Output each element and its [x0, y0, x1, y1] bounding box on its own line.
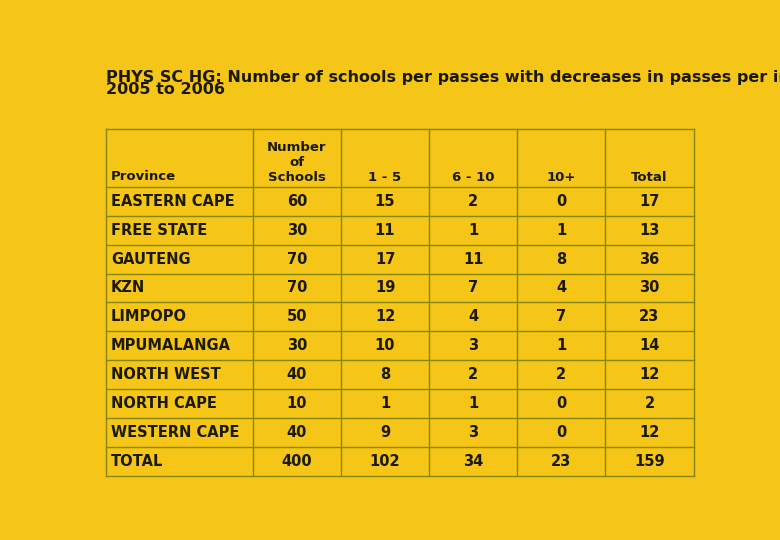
Text: 30: 30	[287, 223, 307, 238]
Text: NORTH CAPE: NORTH CAPE	[111, 396, 217, 411]
Text: 0: 0	[556, 194, 566, 209]
Text: GAUTENG: GAUTENG	[111, 252, 190, 267]
Text: 102: 102	[370, 454, 400, 469]
Text: 7: 7	[556, 309, 566, 325]
Text: 2: 2	[644, 396, 654, 411]
Text: EASTERN CAPE: EASTERN CAPE	[111, 194, 235, 209]
Text: 30: 30	[287, 338, 307, 353]
Text: 0: 0	[556, 425, 566, 440]
Text: MPUMALANGA: MPUMALANGA	[111, 338, 231, 353]
Text: Total: Total	[631, 171, 668, 184]
Text: 1: 1	[556, 223, 566, 238]
Text: 1 - 5: 1 - 5	[368, 171, 402, 184]
Text: 10+: 10+	[547, 171, 576, 184]
Text: 1: 1	[380, 396, 390, 411]
Text: NORTH WEST: NORTH WEST	[111, 367, 221, 382]
Text: 4: 4	[556, 280, 566, 295]
Text: 9: 9	[380, 425, 390, 440]
Text: 11: 11	[375, 223, 395, 238]
Text: 12: 12	[640, 425, 660, 440]
Text: 3: 3	[468, 338, 478, 353]
Text: 10: 10	[375, 338, 395, 353]
Text: 2: 2	[468, 194, 478, 209]
Text: FREE STATE: FREE STATE	[111, 223, 207, 238]
Text: 2005 to 2006: 2005 to 2006	[106, 82, 225, 97]
Text: WESTERN CAPE: WESTERN CAPE	[111, 425, 239, 440]
Text: 8: 8	[556, 252, 566, 267]
Text: Number
of
Schools: Number of Schools	[268, 140, 327, 184]
Text: 400: 400	[282, 454, 312, 469]
Text: 40: 40	[287, 425, 307, 440]
Text: 1: 1	[468, 396, 478, 411]
Text: 12: 12	[375, 309, 395, 325]
Text: 8: 8	[380, 367, 390, 382]
Text: 23: 23	[551, 454, 572, 469]
Text: 4: 4	[468, 309, 478, 325]
Text: 10: 10	[287, 396, 307, 411]
Text: 19: 19	[375, 280, 395, 295]
Text: PHYS SC HG: Number of schools per passes with decreases in passes per interval: PHYS SC HG: Number of schools per passes…	[106, 70, 780, 85]
Text: 2: 2	[468, 367, 478, 382]
Text: 2: 2	[556, 367, 566, 382]
Text: 30: 30	[640, 280, 660, 295]
Text: 1: 1	[556, 338, 566, 353]
Text: 12: 12	[640, 367, 660, 382]
Text: 17: 17	[640, 194, 660, 209]
Text: 70: 70	[287, 252, 307, 267]
Text: 23: 23	[640, 309, 660, 325]
Text: 6 - 10: 6 - 10	[452, 171, 495, 184]
Text: 36: 36	[640, 252, 660, 267]
Text: 40: 40	[287, 367, 307, 382]
Text: 17: 17	[375, 252, 395, 267]
Text: 70: 70	[287, 280, 307, 295]
Text: 1: 1	[468, 223, 478, 238]
Text: LIMPOPO: LIMPOPO	[111, 309, 186, 325]
Text: Province: Province	[111, 170, 176, 183]
Text: 60: 60	[287, 194, 307, 209]
Text: 34: 34	[463, 454, 484, 469]
Text: 159: 159	[634, 454, 665, 469]
Text: 7: 7	[468, 280, 478, 295]
Text: 50: 50	[287, 309, 307, 325]
Text: 3: 3	[468, 425, 478, 440]
Text: 11: 11	[463, 252, 484, 267]
Text: 0: 0	[556, 396, 566, 411]
Text: 14: 14	[640, 338, 660, 353]
Text: TOTAL: TOTAL	[111, 454, 163, 469]
Text: 13: 13	[640, 223, 660, 238]
Text: KZN: KZN	[111, 280, 145, 295]
Text: 15: 15	[375, 194, 395, 209]
